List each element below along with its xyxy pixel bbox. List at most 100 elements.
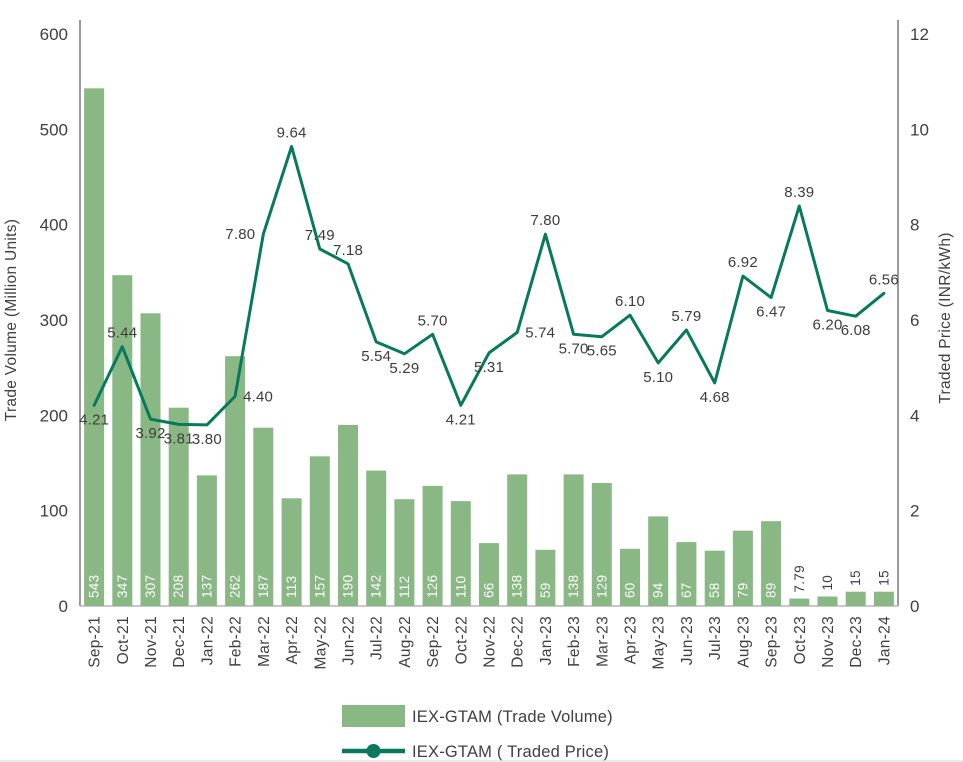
price-point-label: 5.44 <box>107 325 137 342</box>
price-point-label: 5.74 <box>525 324 555 341</box>
volume-bar <box>168 407 189 606</box>
x-axis-label: Aug-23 <box>735 616 752 668</box>
volume-bar <box>507 474 528 606</box>
price-point-label: 6.47 <box>756 304 786 321</box>
left-axis-title: Trade Volume (Million Units) <box>3 219 20 422</box>
x-axis-label: Jul-22 <box>369 616 386 660</box>
legend: IEX-GTAM (Trade Volume) IEX-GTAM ( Trade… <box>342 705 613 761</box>
x-axis-label: Jan-24 <box>876 616 893 665</box>
price-line-group: 4.21 5.44 3.923.813.80 4.40 7.80 9.64 7.497.18… <box>79 125 899 448</box>
bar-value-label: 126 <box>425 575 440 598</box>
volume-bar <box>676 542 697 606</box>
volume-bar <box>84 88 105 607</box>
bar-value-label: 307 <box>143 575 158 598</box>
x-axis-label: Oct-23 <box>792 616 809 664</box>
bar-value-label: 94 <box>651 582 666 598</box>
left-axis-tick: 200 <box>40 406 68 425</box>
price-point-label: 3.80 <box>192 431 222 448</box>
left-axis-tick: 600 <box>40 25 68 44</box>
left-axis-tick: 300 <box>40 311 68 330</box>
x-axis-label: Sep-21 <box>87 616 104 668</box>
bar-value-label: 112 <box>397 576 412 598</box>
x-axis-label: Dec-23 <box>848 616 865 668</box>
volume-bar <box>620 548 640 606</box>
legend-volume-label: IEX-GTAM (Trade Volume) <box>412 708 613 726</box>
right-axis-tick: 0 <box>910 597 919 616</box>
bar-value-label: 157 <box>312 575 327 598</box>
x-axis-label: Dec-22 <box>510 616 527 668</box>
bar-value-label: 79 <box>735 582 750 598</box>
x-axis-label: Sep-22 <box>425 616 442 668</box>
left-axis-tick: 0 <box>59 597 68 616</box>
price-point-label: 5.31 <box>474 359 504 376</box>
volume-bar <box>732 530 753 606</box>
price-point-label: 7.49 <box>305 227 335 244</box>
bar-value-label: 543 <box>87 575 102 598</box>
x-axis-label: Oct-21 <box>115 616 132 664</box>
price-point-label: 5.70 <box>418 312 448 329</box>
bar-value-label: 67 <box>679 582 694 598</box>
bar-value-label: 10 <box>820 575 835 591</box>
price-point-label: 4.21 <box>446 411 476 428</box>
left-axis-tick: 100 <box>40 502 68 521</box>
bar-value-label: 66 <box>482 582 497 598</box>
x-axis-label: Feb-23 <box>566 616 583 667</box>
price-point-label: 3.81 <box>164 430 194 447</box>
axis-tick-labels: 0 100 200 300 400 500 600 0 2 4 6 8 10 12 <box>40 25 929 616</box>
left-axis-tick: 400 <box>40 216 68 235</box>
bar-value-label: 7.79 <box>792 565 807 592</box>
volume-bar <box>591 483 612 606</box>
legend-price-label: IEX-GTAM ( Traded Price) <box>412 743 609 761</box>
bar-value-label: 208 <box>171 575 186 598</box>
price-point-label: 4.21 <box>79 411 109 428</box>
right-axis-tick: 12 <box>910 25 929 44</box>
volume-bar <box>535 549 556 606</box>
volume-bar <box>450 501 471 606</box>
price-point-label: 9.64 <box>277 125 307 142</box>
x-axis-label: Aug-22 <box>397 616 414 668</box>
bar-value-label: 138 <box>566 575 581 598</box>
x-axis-label: Nov-21 <box>143 616 160 668</box>
price-point-label: 5.10 <box>643 369 673 386</box>
volume-bar <box>817 596 838 606</box>
price-point-label: 6.56 <box>869 271 899 288</box>
volume-bar <box>309 456 330 606</box>
right-axis-tick: 6 <box>910 311 919 330</box>
legend-price-marker-icon <box>366 744 381 758</box>
x-axis-label: Sep-23 <box>764 616 781 668</box>
right-axis-tick: 4 <box>910 406 919 425</box>
volume-bar <box>225 356 246 606</box>
x-axis-label: Jun-23 <box>679 616 696 665</box>
bar-value-label: 129 <box>594 575 609 598</box>
x-axis-label: Apr-22 <box>284 616 301 664</box>
price-point-label: 6.10 <box>615 293 645 310</box>
price-point-label: 7.18 <box>333 242 363 259</box>
price-point-label: 8.39 <box>784 184 814 201</box>
x-axis-label: Feb-22 <box>228 616 245 667</box>
price-point-label: 7.80 <box>530 212 560 229</box>
price-point-label: 6.92 <box>728 254 758 271</box>
volume-bar <box>338 424 358 606</box>
bar-value-label: 190 <box>341 575 356 598</box>
x-axis-label: Dec-21 <box>171 616 188 668</box>
x-axis-label: Jul-23 <box>707 616 724 660</box>
price-point-label: 3.92 <box>136 425 166 442</box>
volume-bar <box>789 598 810 606</box>
right-axis-tick: 2 <box>910 502 919 521</box>
price-point-label: 5.54 <box>361 348 391 365</box>
x-axis-label: Jun-22 <box>341 616 358 665</box>
legend-volume-swatch <box>342 705 405 727</box>
volume-bar <box>563 474 584 606</box>
volume-bar <box>422 485 443 606</box>
volume-bar <box>394 499 415 606</box>
price-point-label: 7.80 <box>225 226 255 243</box>
bar-value-label: 15 <box>848 570 863 586</box>
volume-bar <box>479 543 499 606</box>
price-line <box>92 145 886 427</box>
price-point-label: 4.40 <box>243 388 273 405</box>
volume-bar <box>253 427 274 606</box>
x-axis-label: May-22 <box>312 616 329 669</box>
x-axis-label: Jan-22 <box>199 616 216 665</box>
